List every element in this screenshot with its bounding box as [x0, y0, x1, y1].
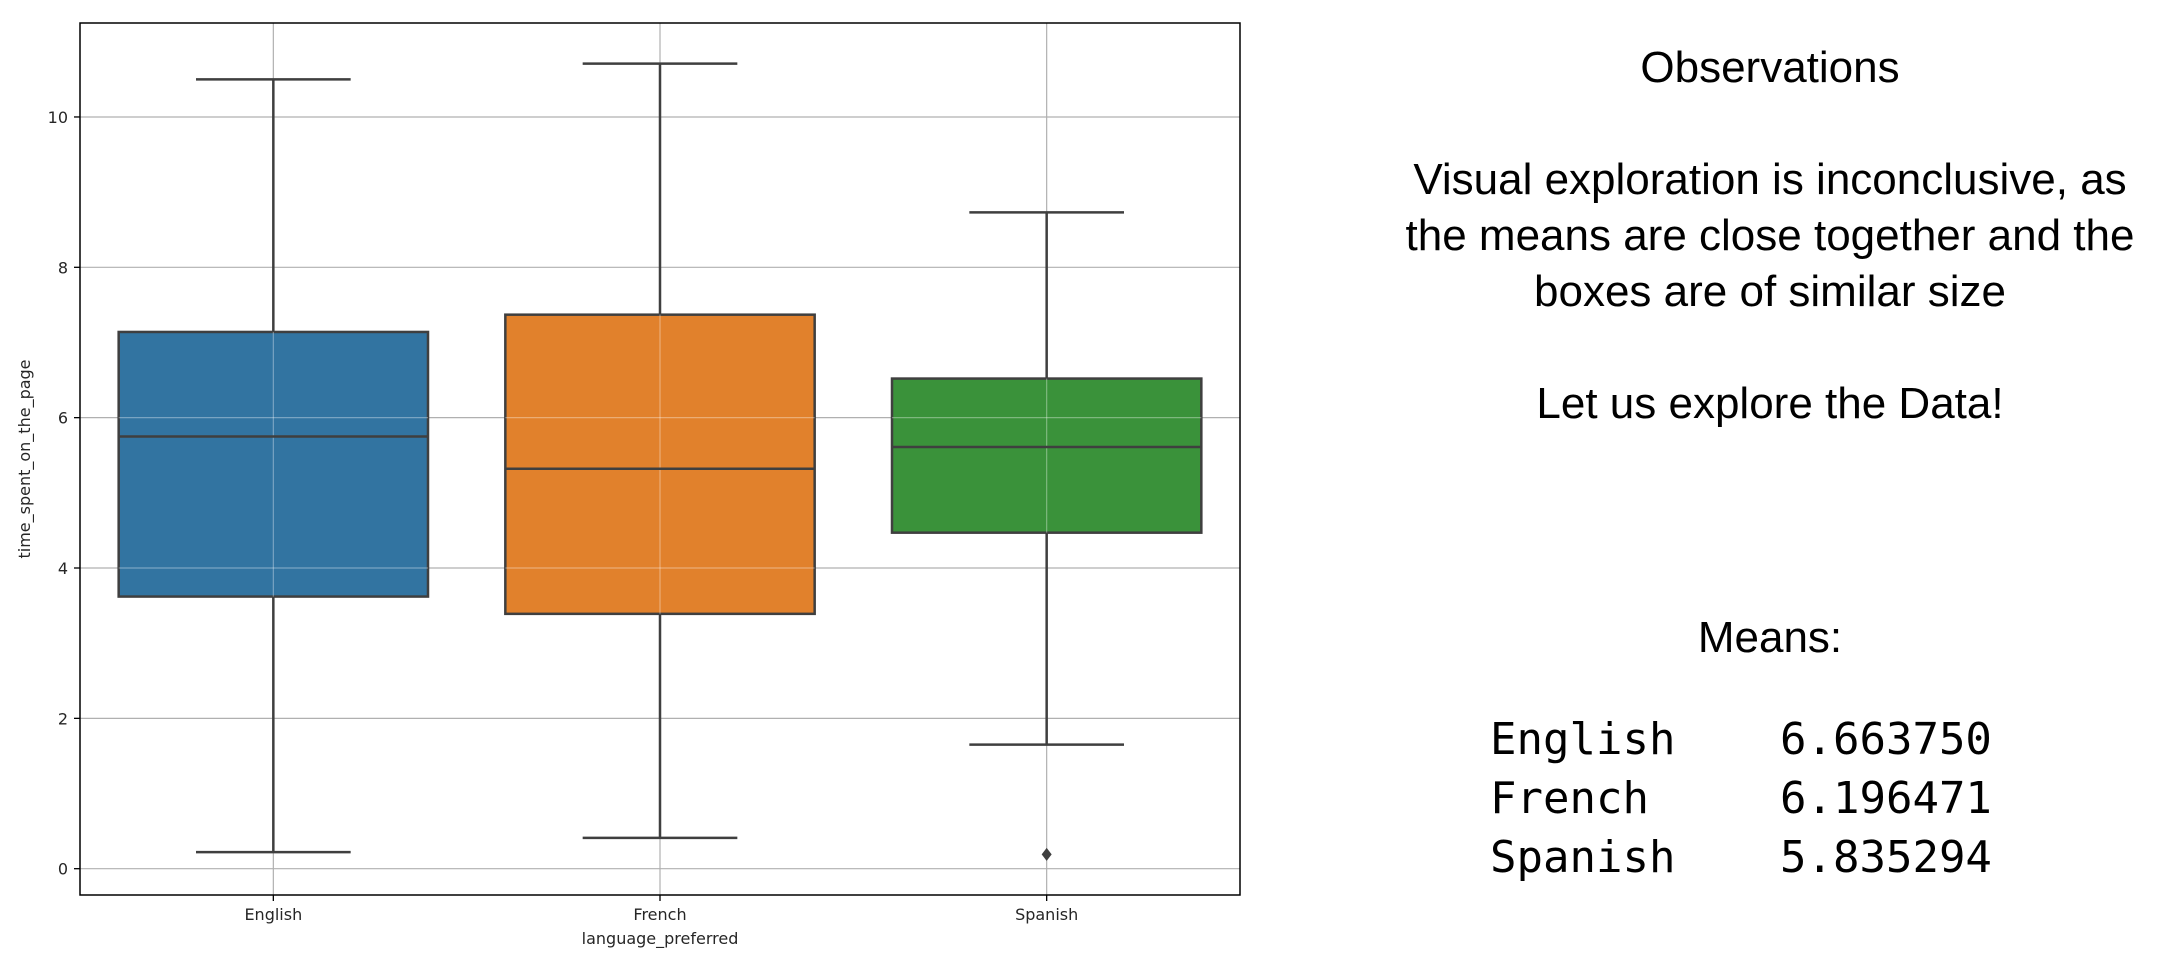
observations-cta: Let us explore the Data!: [1536, 379, 2004, 428]
box-spanish: [890, 211, 1203, 861]
y-tick-label: 2: [58, 709, 68, 728]
box-iqr: [504, 313, 816, 616]
means-value: 6.196471: [1780, 773, 1992, 824]
y-tick-label: 10: [48, 108, 68, 127]
means-row-spanish: Spanish 5.835294: [1490, 828, 1992, 887]
x-tick-label: Spanish: [1015, 905, 1078, 924]
observations-text: Visual exploration is inconclusive, as t…: [1370, 152, 2170, 320]
observations-line-3: boxes are of similar size: [1534, 267, 2006, 316]
means-row-english: English 6.663750: [1490, 710, 1992, 769]
observations-title: Observations: [1640, 43, 1900, 92]
observations-panel: Observations Visual exploration is incon…: [1370, 40, 2170, 432]
means-table: English 6.663750 French 6.196471 Spanish 5.…: [1490, 710, 1992, 887]
observations-line-1: Visual exploration is inconclusive, as: [1413, 155, 2127, 204]
boxplot-chart: 0 2 4 6 8 10 English French Spanish language_pref…: [15, 22, 1241, 949]
means-value: 6.663750: [1780, 714, 1992, 765]
y-tick-label: 6: [58, 409, 68, 428]
means-value: 5.835294: [1780, 832, 1992, 883]
y-axis-label: time_spent_on_the_page: [15, 359, 35, 558]
means-name: Spanish: [1490, 832, 1676, 883]
means-row-french: French 6.196471: [1490, 769, 1992, 828]
box-iqr: [890, 377, 1203, 534]
box-french: [504, 62, 816, 840]
x-axis-label: language_preferred: [582, 929, 739, 949]
means-name: French: [1490, 773, 1649, 824]
y-tick-label: 4: [58, 559, 68, 578]
x-tick-label: French: [633, 905, 686, 924]
means-name: English: [1490, 714, 1676, 765]
x-tick-label: English: [244, 905, 302, 924]
observations-line-2: the means are close together and the: [1405, 211, 2135, 260]
box-iqr: [117, 330, 430, 598]
box-english: [117, 78, 430, 854]
y-tick-label: 8: [58, 258, 68, 277]
y-tick-label: 0: [58, 860, 68, 879]
outlier-point: [1041, 847, 1052, 861]
means-title: Means:: [1697, 613, 1843, 662]
